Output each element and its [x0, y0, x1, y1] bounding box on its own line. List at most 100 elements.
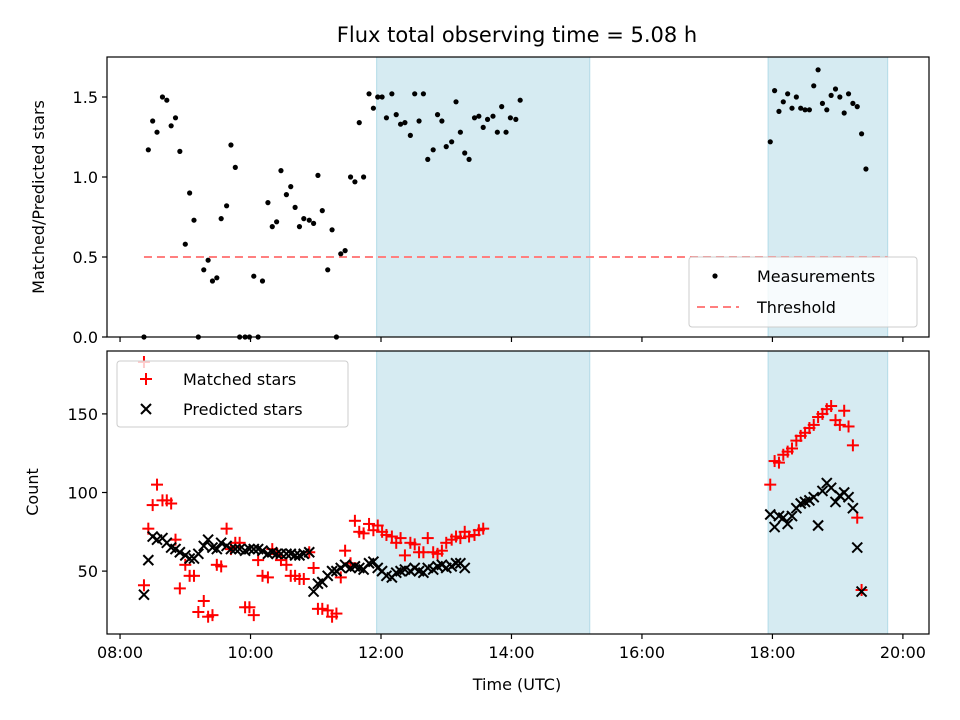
predicted-star-point: [202, 533, 214, 546]
top-panel: 0.0 0.5 1.0 1.5 Matched/Predicted stars Mea…: [29, 56, 930, 347]
measurement-point: [209, 278, 216, 284]
measurement-point: [484, 116, 491, 122]
measurement-point: [164, 97, 170, 103]
measurement-point: [154, 129, 160, 135]
legend-plus-glyph: [140, 373, 152, 385]
measurement-point: [402, 120, 408, 126]
measurement-point: [370, 105, 376, 111]
measurement-point: [466, 156, 472, 162]
measurement-point: [828, 92, 834, 98]
matched-star-point: [137, 579, 150, 592]
observing-band: [376, 350, 591, 635]
matched-star-point: [321, 604, 334, 617]
legend-threshold: Threshold: [756, 298, 836, 317]
measurement-point: [499, 104, 505, 110]
measurement-point: [476, 113, 482, 119]
predicted-star-point: [248, 543, 260, 555]
matched-star-point: [297, 572, 310, 585]
matched-star-point: [330, 607, 343, 620]
matched-star-point: [764, 478, 777, 491]
measurement-point: [214, 275, 220, 281]
matched-star-point: [807, 418, 820, 431]
measurement-point: [397, 121, 404, 127]
measurement-point: [366, 91, 372, 97]
x-tick-label: 10:00: [227, 643, 273, 662]
measurement-point: [145, 147, 151, 153]
matched-star-point: [179, 558, 192, 571]
matched-star-point: [307, 561, 320, 574]
predicted-star-point: [777, 511, 790, 524]
matched-star-point: [316, 602, 329, 615]
measurement-point: [425, 156, 431, 162]
measurement-point: [453, 99, 459, 105]
predicted-star-point: [816, 485, 829, 497]
measurement-point: [513, 116, 519, 122]
measurement-point: [490, 113, 496, 119]
matched-star-point: [247, 609, 260, 622]
y-tick-label: 1.5: [73, 88, 98, 107]
measurement-point: [503, 129, 509, 135]
measurement-point: [283, 192, 290, 198]
top-legend: Measurements Threshold: [688, 256, 918, 328]
measurement-point: [306, 217, 312, 223]
x-tick-label: 14:00: [488, 643, 534, 662]
measurement-point: [407, 132, 413, 138]
measurement-point: [824, 107, 830, 113]
measurement-point: [251, 273, 257, 279]
legend-predicted: Predicted stars: [183, 400, 303, 419]
y-tick-label: 0.5: [73, 248, 98, 267]
measurement-point: [342, 248, 348, 254]
matched-star-point: [220, 522, 233, 535]
matched-star-point: [477, 522, 490, 535]
matched-star-point: [454, 532, 467, 545]
measurement-point: [319, 208, 325, 214]
measurement-point: [383, 115, 390, 121]
matched-star-point: [187, 569, 200, 582]
measurement-point: [517, 97, 523, 103]
chart-title: Flux total observing time = 5.08 h: [337, 23, 697, 47]
predicted-star-point: [812, 519, 824, 532]
x-tick-label: 12:00: [358, 643, 404, 662]
predicted-star-point: [781, 518, 794, 530]
measurement-point: [412, 91, 418, 97]
matched-star-point: [435, 544, 448, 557]
predicted-star-point: [367, 555, 380, 568]
measurement-point: [259, 278, 266, 284]
measurement-point: [301, 216, 307, 222]
predicted-star-point: [786, 510, 798, 522]
matched-star-point: [357, 527, 370, 540]
measurement-point: [462, 150, 468, 156]
measurement-point: [361, 174, 367, 180]
matched-star-point: [146, 499, 159, 512]
observing-band: [767, 350, 889, 635]
legend-measurements: Measurements: [757, 267, 875, 286]
measurement-point: [480, 124, 486, 130]
matched-star-point: [825, 400, 838, 413]
matched-star-point: [261, 571, 274, 584]
measurement-point: [780, 99, 786, 105]
predicted-star-point: [142, 554, 155, 566]
measurement-point: [228, 142, 234, 148]
matched-star-point: [772, 456, 785, 469]
measurement-point: [832, 86, 839, 92]
predicted-star-point: [307, 585, 320, 598]
predicted-star-point: [847, 502, 859, 514]
matched-star-point: [256, 569, 269, 582]
matched-star-point: [215, 560, 228, 573]
matched-star-point: [463, 530, 476, 543]
measurement-point: [837, 94, 843, 100]
measurement-point: [471, 115, 478, 121]
predicted-star-point: [270, 548, 283, 560]
measurement-point: [338, 251, 344, 257]
measurement-point: [310, 220, 317, 226]
measurement-point: [439, 118, 445, 124]
measurement-point: [232, 164, 238, 170]
matched-star-point: [408, 538, 421, 551]
matched-star-point: [842, 420, 855, 433]
measurement-point: [187, 190, 193, 196]
measurement-point: [507, 115, 513, 121]
matched-star-point: [243, 601, 256, 614]
matched-star-point: [846, 439, 859, 452]
y-tick-label: 100: [67, 484, 98, 503]
measurement-point: [850, 100, 856, 106]
